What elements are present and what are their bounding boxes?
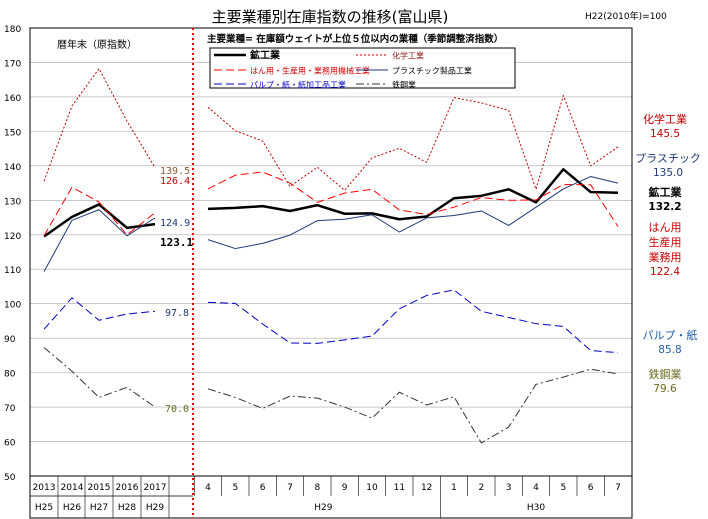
x-tick-label: 2013 [33, 483, 56, 493]
y-tick-label: 60 [4, 439, 16, 449]
plot-area: 5060708090100110120130140150160170180201… [4, 25, 633, 519]
x-tick-label: 1 [451, 483, 457, 493]
y-tick-label: 80 [4, 370, 16, 380]
series-monthly-line [207, 289, 619, 354]
y-tick-label: 70 [4, 404, 16, 414]
series-monthly-line [207, 176, 619, 250]
right-series-name: 化学工業 [643, 112, 687, 126]
x-tick-label: 6 [260, 483, 266, 493]
annual-end-value-label: 70.0 [165, 404, 189, 415]
legend-label: プラスチック製品工業 [392, 66, 472, 76]
annual-end-value-label: 123.1 [160, 236, 193, 249]
right-series-name: 鉄鋼業 [649, 367, 682, 381]
legend-label: 化学工業 [392, 51, 424, 61]
x-tick-label: 4 [533, 483, 539, 493]
series-annual-line [43, 186, 156, 237]
x-tick-label: 2017 [144, 483, 167, 493]
x-era-label: H26 [63, 503, 81, 513]
legend-label: 鉄鋼業 [392, 80, 416, 90]
right-series-name: パルプ・紙 [643, 328, 698, 342]
x-tick-label: 7 [287, 483, 293, 493]
y-tick-label: 110 [4, 266, 21, 276]
series-annual-line [43, 297, 156, 330]
x-era-label: H30 [527, 503, 545, 513]
right-series-value: 145.5 [650, 128, 680, 140]
x-era-label: H27 [90, 503, 108, 513]
legend-label: パルプ・紙・紙加工品工業 [250, 80, 346, 90]
chart-title: 主要業種別在庫指数の推移(富山県) [212, 8, 449, 26]
y-tick-label: 90 [4, 335, 16, 345]
x-tick-label: 2 [478, 483, 484, 493]
x-era-label: H29 [314, 503, 332, 513]
right-series-value: 85.8 [658, 344, 681, 356]
series-monthly-line [207, 95, 619, 191]
x-tick-label: 10 [366, 483, 378, 493]
right-series-name: はん用 [649, 221, 682, 234]
series-monthly-line [207, 171, 619, 227]
x-era-label: H25 [35, 503, 53, 513]
legend-label: はん用・生産用・業務用機械工業 [250, 66, 370, 76]
legend-label: 鉱工業 [250, 49, 281, 62]
right-series-value: 135.0 [653, 167, 683, 179]
y-tick-label: 160 [4, 94, 21, 104]
annual-end-value-label: 97.8 [165, 308, 189, 319]
y-tick-label: 140 [4, 163, 21, 173]
x-tick-label: 2014 [61, 483, 84, 493]
series-monthly-line [207, 168, 619, 221]
legend-box [209, 47, 516, 89]
right-series-value: 79.6 [653, 383, 677, 395]
x-era-label: H29 [146, 503, 164, 513]
y-tick-label: 120 [4, 232, 21, 242]
x-tick-label: 12 [421, 483, 432, 493]
right-series-name: プラスチック [635, 152, 701, 165]
x-tick-label: 6 [588, 483, 594, 493]
base-year-note: H22(2010年)=100 [585, 10, 667, 22]
right-series-name: 鉱工業 [649, 185, 683, 199]
x-tick-label: 9 [342, 483, 348, 493]
series-annual-line [43, 209, 156, 272]
x-tick-label: 4 [205, 483, 211, 493]
y-tick-label: 150 [4, 128, 21, 138]
series-annual-line [43, 203, 156, 238]
x-tick-label: 11 [394, 483, 405, 493]
x-tick-label: 2016 [116, 483, 139, 493]
series-annual-line [43, 68, 156, 182]
x-tick-label: 3 [506, 483, 512, 493]
annual-end-value-label: 139.5 [160, 166, 190, 177]
plot-frame [29, 27, 633, 477]
annual-end-value-label: 124.9 [160, 218, 190, 229]
annual-end-value-label: 126.4 [160, 176, 190, 187]
annual-section-label: 暦年末（原指数） [57, 38, 137, 51]
x-tick-label: 8 [314, 483, 320, 493]
x-tick-label: 5 [232, 483, 238, 493]
y-tick-label: 180 [4, 25, 21, 35]
series-annual-line [43, 347, 156, 408]
right-series-name: 業務用 [649, 250, 682, 264]
y-tick-label: 100 [4, 301, 21, 311]
x-era-label: H28 [118, 503, 136, 513]
y-tick-label: 130 [4, 197, 21, 207]
y-tick-label: 50 [4, 473, 16, 483]
chart-subtitle: 主要業種= 在庫額ウェイトが上位５位以内の業種（季節調整済指数） [207, 33, 503, 45]
series-monthly-line [207, 368, 619, 444]
x-tick-label: 5 [560, 483, 566, 493]
y-tick-label: 170 [4, 59, 21, 69]
x-tick-label: 2015 [88, 483, 111, 493]
right-series-value: 122.4 [650, 266, 680, 278]
x-tick-label: 7 [615, 483, 621, 493]
right-series-name: 生産用 [649, 235, 682, 249]
right-series-value: 132.2 [648, 201, 681, 213]
